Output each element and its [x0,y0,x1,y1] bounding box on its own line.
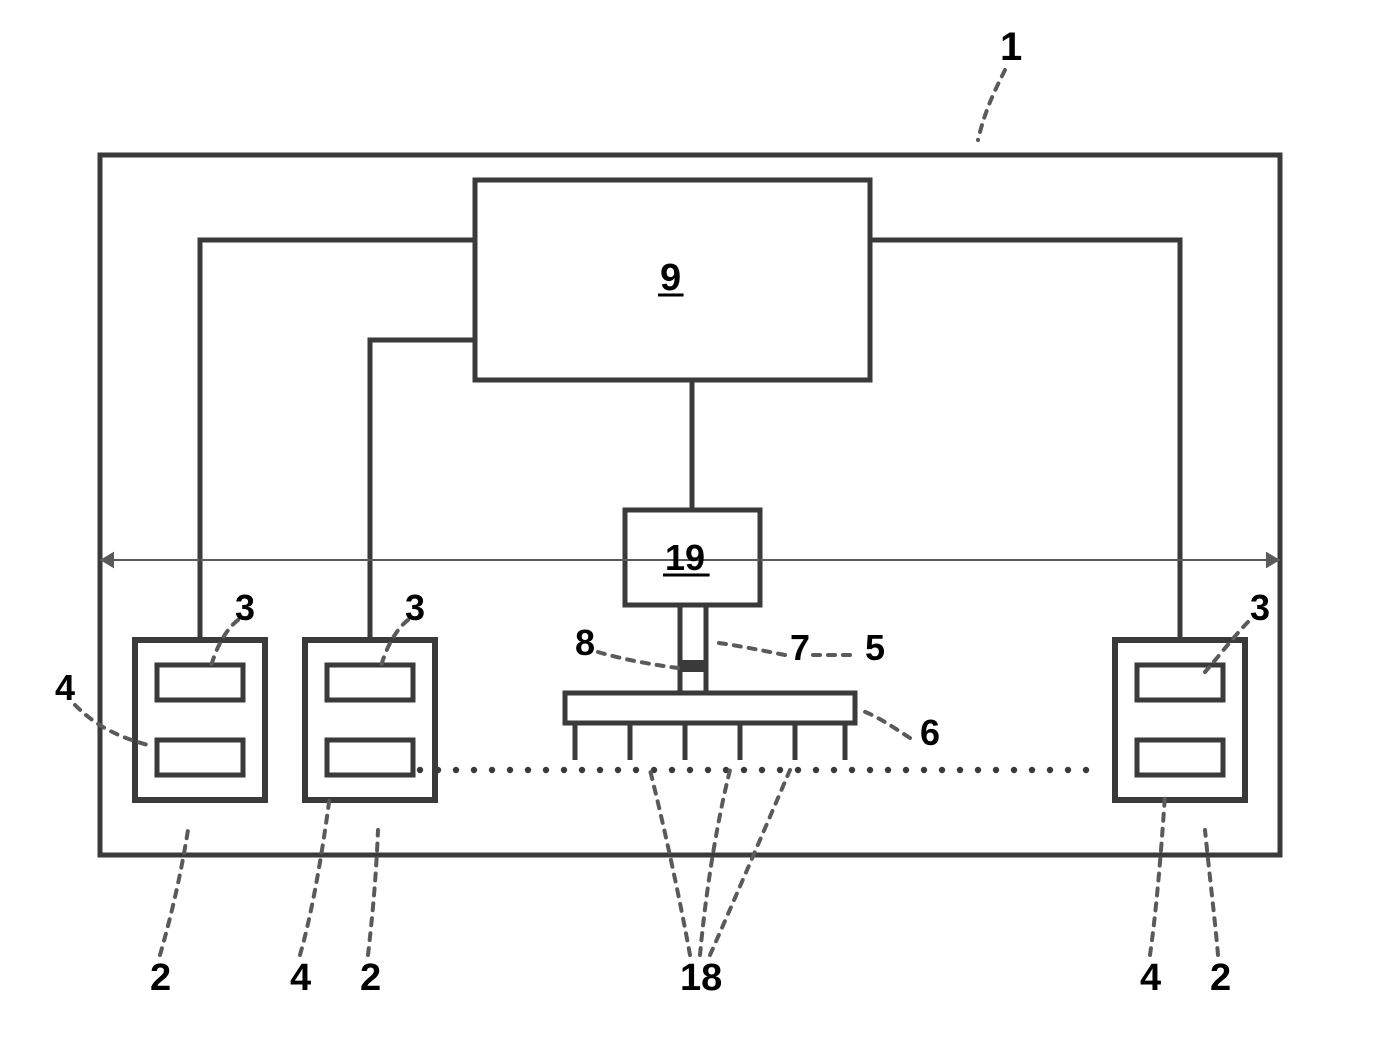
dotted-seg [885,767,891,773]
dotted-seg [1083,767,1089,773]
label-19: 19 [665,537,705,578]
label-4L: 4 [55,667,75,708]
wire-w_left [200,240,475,640]
label-3c: 3 [1250,587,1270,628]
label-3b: 3 [405,587,425,628]
label-2b: 2 [360,957,381,999]
dotted-seg [849,767,855,773]
dotted-seg [543,767,549,773]
dotted-seg [1011,767,1017,773]
dotted-seg [1029,767,1035,773]
dotted-seg [777,767,783,773]
dotted-seg [561,767,567,773]
module-m2-slot-bottom [327,740,413,775]
label-2a: 2 [150,957,171,999]
dotted-seg [759,767,765,773]
leader-L6 [860,710,910,738]
dotted-seg [579,767,585,773]
module-m2-slot-top [327,665,413,700]
dotted-seg [471,767,477,773]
dotted-seg [921,767,927,773]
dotted-seg [507,767,513,773]
label-9: 9 [660,257,681,299]
label-18: 18 [680,957,722,999]
label-4b: 4 [1140,957,1161,999]
leader-L18a [650,770,690,955]
dotted-seg [705,767,711,773]
leader-L2b [368,830,378,955]
dotted-seg [813,767,819,773]
label-4a: 4 [290,957,311,999]
dotted-seg [831,767,837,773]
dotted-seg [975,767,981,773]
dotted-seg [453,767,459,773]
dotted-seg [795,767,801,773]
leader-L4b [1150,795,1165,955]
dotted-seg [669,767,675,773]
module-m3-slot-bottom [1137,740,1223,775]
mechanism-band [680,660,706,672]
label-7: 7 [790,627,810,668]
dotted-seg [1065,767,1071,773]
leader-L2c [1205,830,1218,955]
dotted-seg [903,767,909,773]
label-8: 8 [575,622,595,663]
dotted-seg [633,767,639,773]
dotted-seg [957,767,963,773]
dotted-seg [741,767,747,773]
dotted-seg [525,767,531,773]
dotted-seg [417,767,423,773]
label-2c: 2 [1210,957,1231,999]
leader-L2a [160,830,188,955]
dotted-seg [867,767,873,773]
dotted-seg [993,767,999,773]
leader-L8 [598,652,678,668]
module-m1-slot-top [157,665,243,700]
dotted-seg [615,767,621,773]
label-3a: 3 [235,587,255,628]
leader-L1 [978,70,1005,140]
label-6: 6 [920,712,940,753]
label-5: 5 [865,627,885,668]
dotted-seg [687,767,693,773]
module-m1-slot-bottom [157,740,243,775]
mechanism-shaft [680,605,706,693]
dotted-seg [435,767,441,773]
dotted-seg [939,767,945,773]
leader-L18b [700,770,730,955]
wire-w_right [870,240,1180,640]
leader-L18c [710,770,790,955]
mechanism-platform [565,693,855,723]
dotted-seg [1047,767,1053,773]
leader-L7 [712,642,785,655]
dotted-seg [489,767,495,773]
leader-L4a [300,795,330,955]
module-m3-slot-top [1137,665,1223,700]
dotted-seg [597,767,603,773]
label-1: 1 [1000,25,1022,69]
